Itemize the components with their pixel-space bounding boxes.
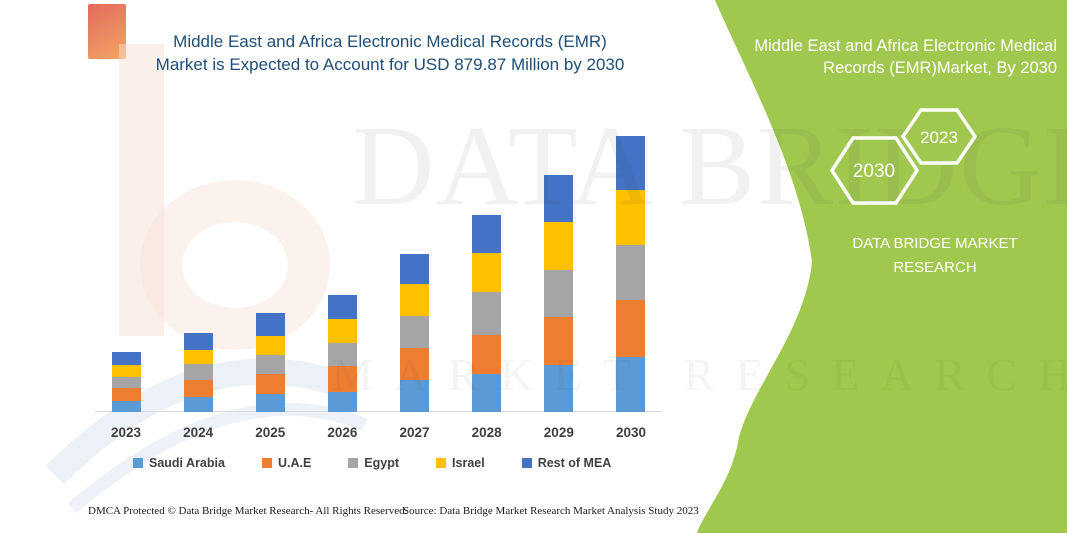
bar-segment-u-a-e <box>544 316 574 365</box>
stacked-bar-2023 <box>111 352 141 412</box>
stacked-bar-2029 <box>544 174 574 412</box>
bar-segment-rest-of-mea <box>616 136 646 191</box>
legend-label: Saudi Arabia <box>149 456 225 470</box>
hexagon-2030-label: 2030 <box>853 161 895 182</box>
legend-item-saudi-arabia: Saudi Arabia <box>133 456 225 470</box>
stacked-bar-2028 <box>472 215 502 412</box>
bar-segment-saudi-arabia <box>183 396 213 412</box>
x-axis-label-2024: 2024 <box>183 425 214 440</box>
bar-segment-egypt <box>255 354 285 375</box>
stacked-bar-2025 <box>255 312 285 412</box>
x-axis-label-2030: 2030 <box>615 425 646 440</box>
x-axis-label-2025: 2025 <box>255 425 286 440</box>
legend-label: Rest of MEA <box>537 456 612 470</box>
legend-label: Egypt <box>364 456 400 470</box>
side-panel-title-line2: Records (EMR)Market, By 2030 <box>823 59 1057 77</box>
legend-label: U.A.E <box>277 456 312 470</box>
bar-segment-israel <box>255 335 285 355</box>
bar-segment-saudi-arabia <box>400 379 430 412</box>
bar-segment-saudi-arabia <box>472 374 502 412</box>
bar-segment-u-a-e <box>183 380 213 397</box>
legend-label: Israel <box>452 456 485 470</box>
bar-segment-saudi-arabia <box>544 364 574 412</box>
stacked-bar-2024 <box>183 332 213 412</box>
x-axis-label-2029: 2029 <box>543 425 574 440</box>
stacked-bar-2026 <box>327 295 357 412</box>
x-axis-label-2023: 2023 <box>110 425 142 440</box>
bar-segment-u-a-e <box>616 300 646 357</box>
bar-segment-rest-of-mea <box>255 312 285 336</box>
chart-title-line2: Market is Expected to Account for USD 87… <box>155 55 625 74</box>
bar-segment-saudi-arabia <box>327 391 357 412</box>
bar-segment-israel <box>400 284 430 316</box>
bar-segment-rest-of-mea <box>183 332 213 351</box>
legend-swatch-icon <box>133 458 143 468</box>
bar-segment-saudi-arabia <box>616 356 646 412</box>
bar-segment-israel <box>183 350 213 365</box>
bar-segment-egypt <box>183 364 213 381</box>
bar-segment-egypt <box>472 292 502 336</box>
stacked-bar-2027 <box>400 253 430 412</box>
bar-segment-egypt <box>544 269 574 317</box>
bar-segment-rest-of-mea <box>400 253 430 285</box>
bar-segment-saudi-arabia <box>111 401 141 412</box>
legend-swatch-icon <box>261 458 272 468</box>
bar-segment-u-a-e <box>111 388 141 402</box>
legend-item-rest-of-mea: Rest of MEA <box>521 456 612 470</box>
brand-name-line1: DATA BRIDGE MARKET <box>852 235 1018 252</box>
chart-title: Middle East and Africa Electronic Medica… <box>95 30 685 76</box>
x-axis-label-2027: 2027 <box>399 425 430 440</box>
bar-segment-u-a-e <box>327 365 357 392</box>
side-panel-title: Middle East and Africa Electronic Medica… <box>722 35 1057 79</box>
bar-segment-rest-of-mea <box>472 215 502 254</box>
bar-segment-israel <box>111 364 141 377</box>
chart-title-line1: Middle East and Africa Electronic Medica… <box>173 32 607 51</box>
bar-segment-egypt <box>327 343 357 366</box>
hexagon-badges: 2030 2023 <box>829 108 978 205</box>
legend-swatch-icon <box>348 458 359 468</box>
bar-segment-egypt <box>616 245 646 301</box>
x-axis-line <box>95 411 662 412</box>
brand-name-line2: RESEARCH <box>893 259 977 276</box>
side-panel-title-line1: Middle East and Africa Electronic Medica… <box>754 37 1057 55</box>
bar-segment-rest-of-mea <box>111 352 141 365</box>
bar-segment-rest-of-mea <box>544 174 574 222</box>
legend-item-egypt: Egypt <box>348 456 399 470</box>
hexagon-2030-icon <box>829 136 920 205</box>
x-axis-label-2028: 2028 <box>471 425 502 440</box>
bar-segment-egypt <box>400 315 430 348</box>
bar-segment-israel <box>616 190 646 246</box>
bar-segment-u-a-e <box>400 347 430 380</box>
legend-item-israel: Israel <box>436 456 485 470</box>
legend-swatch-icon <box>436 458 447 468</box>
footer-source-note: Source: Data Bridge Market Research Mark… <box>403 505 699 517</box>
legend-item-u-a-e: U.A.E <box>261 456 312 470</box>
bar-segment-u-a-e <box>472 335 502 375</box>
bar-segment-saudi-arabia <box>255 394 285 412</box>
bar-segment-israel <box>472 253 502 293</box>
brand-name: DATA BRIDGE MARKET RESEARCH <box>790 232 1067 280</box>
bar-segment-israel <box>544 221 574 270</box>
watermark-text-secondary: MARKET RESEARCH <box>332 349 1067 400</box>
stacked-bar-2030 <box>616 136 646 412</box>
bar-segment-rest-of-mea <box>327 295 357 319</box>
bar-segment-israel <box>327 318 357 344</box>
chart-legend: Saudi Arabia U.A.E Egypt Israel Rest of MEA <box>133 456 611 470</box>
footer-dmca-notice: DMCA Protected © Data Bridge Market Rese… <box>88 505 408 517</box>
hexagon-2023-label: 2023 <box>920 128 958 147</box>
bar-segment-u-a-e <box>255 374 285 395</box>
bar-segment-egypt <box>111 376 141 389</box>
x-axis-label-2026: 2026 <box>327 425 358 440</box>
hexagon-2023-icon <box>900 108 978 165</box>
legend-swatch-icon <box>521 458 532 468</box>
